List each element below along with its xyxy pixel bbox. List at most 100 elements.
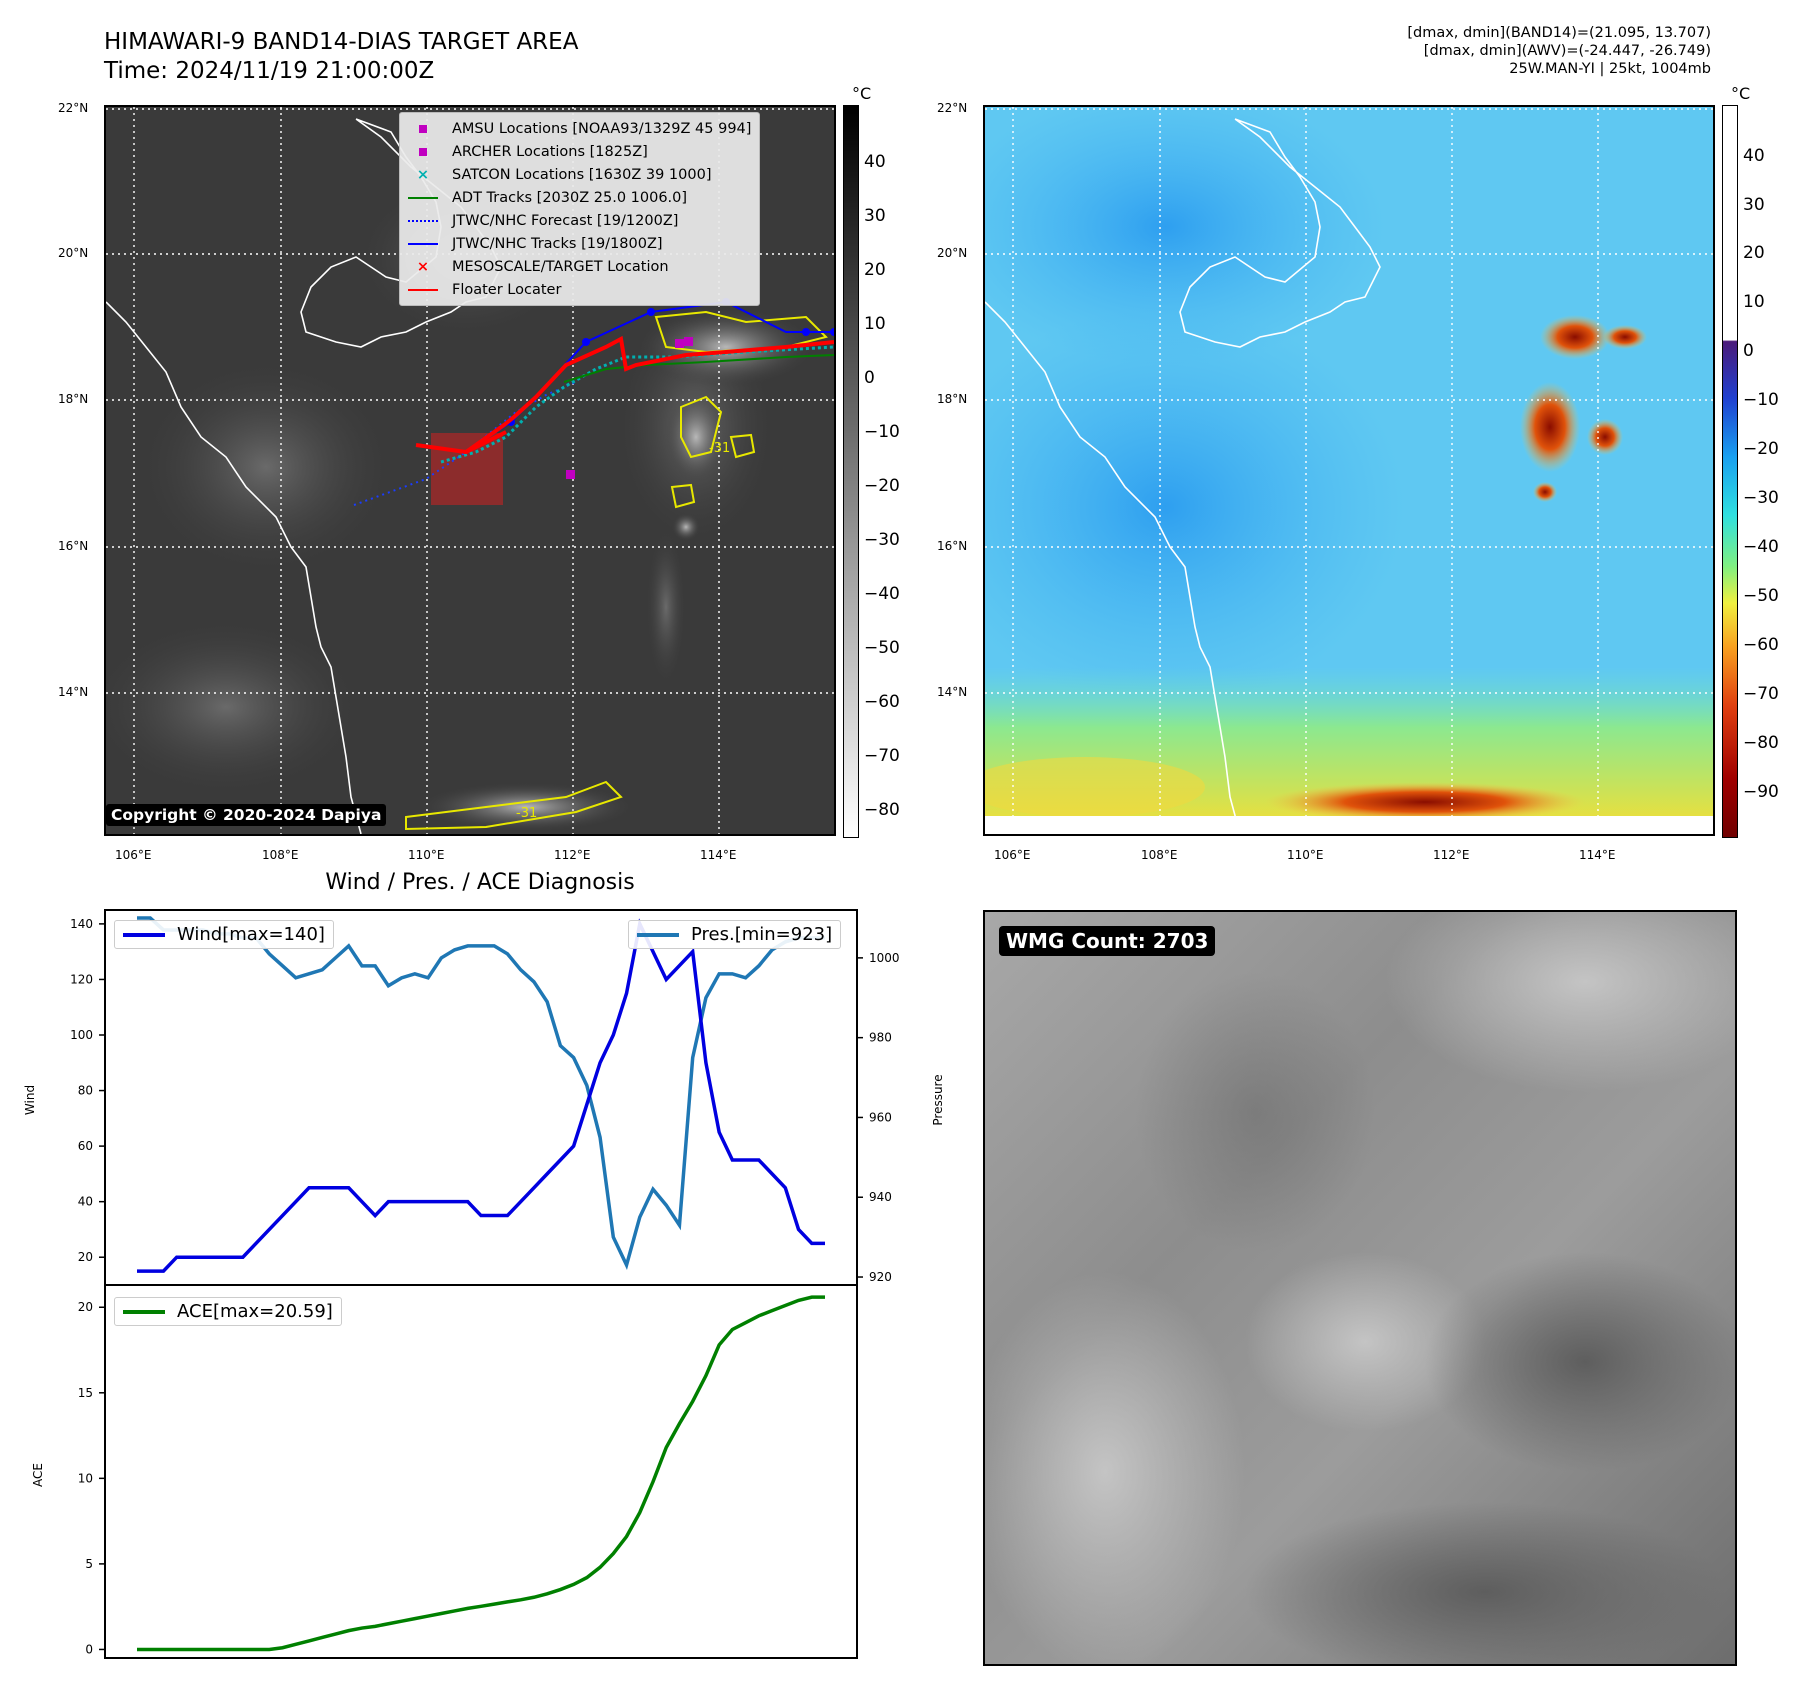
storm-info: 25W.MAN-YI | 25kt, 1004mb bbox=[1509, 61, 1711, 77]
mesoscale-target-box bbox=[431, 433, 503, 505]
wmg-panel: WMG Count: 2703 bbox=[983, 910, 1737, 1666]
legend-item: × SATCON Locations [1630Z 39 1000] bbox=[406, 163, 751, 186]
lon-label: 110°E bbox=[1287, 848, 1324, 862]
lat-label: 14°N bbox=[58, 685, 89, 699]
lat-label: 14°N bbox=[937, 685, 968, 699]
wmg-dark-region bbox=[1245, 1502, 1725, 1664]
pressure-tick-label: 1000 bbox=[869, 951, 900, 965]
figure-title-line2: Time: 2024/11/19 21:00:00Z bbox=[104, 58, 435, 84]
wind-tick-label: 80 bbox=[78, 1084, 93, 1098]
wmg-light-region bbox=[1245, 1252, 1485, 1432]
lat-label: 18°N bbox=[58, 392, 89, 406]
pressure-tick-label: 940 bbox=[869, 1190, 892, 1204]
floater-track bbox=[464, 335, 834, 454]
colorbar-tick: 10 bbox=[864, 314, 886, 334]
wmg-count-badge: WMG Count: 2703 bbox=[999, 926, 1216, 956]
colorbar-tick: −90 bbox=[1743, 782, 1779, 802]
colorbar-tick: −50 bbox=[864, 638, 900, 658]
cloud-haze bbox=[106, 617, 366, 797]
colorbar-tick: −10 bbox=[864, 422, 900, 442]
wmg-image bbox=[985, 912, 1735, 1664]
convective-patch bbox=[1587, 419, 1623, 455]
wind-pressure-plot-frame bbox=[104, 909, 858, 1286]
header-stats: [dmax, dmin](BAND14)=(21.095, 13.707) [d… bbox=[1407, 24, 1711, 78]
cloud-haze bbox=[136, 357, 396, 577]
convective-patch bbox=[1533, 482, 1557, 502]
lat-label: 18°N bbox=[937, 392, 968, 406]
awv-colorbar bbox=[1722, 105, 1738, 838]
ace-tick-label: 5 bbox=[85, 1557, 93, 1571]
ace-line bbox=[137, 1295, 825, 1652]
colorbar-tick: 0 bbox=[1743, 341, 1754, 361]
coastline bbox=[985, 118, 1381, 834]
map-gridlines bbox=[985, 107, 1713, 834]
colorbar-tick: −50 bbox=[1743, 586, 1779, 606]
pressure-legend: Pres.[min=923] bbox=[628, 920, 842, 949]
ace-line-swatch bbox=[123, 1309, 165, 1314]
convective-cloud bbox=[672, 513, 700, 541]
colorbar-tick: −20 bbox=[1743, 439, 1779, 459]
square-marker-icon bbox=[419, 124, 427, 133]
colorbar-tick: −60 bbox=[864, 692, 900, 712]
cold-cloud-contours bbox=[405, 310, 828, 831]
copyright-label: Copyright © 2020-2024 Dapiya bbox=[106, 804, 387, 826]
pressure-axis-ticks: 920 940 960 980 1000 bbox=[857, 951, 900, 1284]
lon-label: 106°E bbox=[994, 848, 1031, 862]
ir-colorbar-unit: °C bbox=[852, 84, 872, 103]
wmg-dark-region bbox=[1135, 972, 1375, 1252]
colorbar-tick: 30 bbox=[864, 206, 886, 226]
wind-tick-label: 120 bbox=[70, 972, 93, 986]
jtwc-track-points bbox=[507, 298, 834, 426]
colorbar-tick: 20 bbox=[1743, 243, 1765, 263]
ir-map-legend: AMSU Locations [NOAA93/1329Z 45 994] ARC… bbox=[399, 112, 761, 306]
colorbar-tick: 30 bbox=[1743, 195, 1765, 215]
colorbar-tick: −80 bbox=[864, 800, 900, 820]
pressure-tick-label: 920 bbox=[869, 1270, 892, 1284]
wind-line-swatch bbox=[123, 932, 165, 937]
ace-tick-label: 10 bbox=[78, 1471, 93, 1485]
ace-plot-frame bbox=[104, 1284, 858, 1659]
ace-axis-label: ACE bbox=[31, 1463, 45, 1487]
legend-item: × MESOSCALE/TARGET Location bbox=[406, 255, 751, 278]
convective-cloud bbox=[416, 782, 636, 832]
ace-legend: ACE[max=20.59] bbox=[114, 1297, 342, 1326]
legend-item: JTWC/NHC Forecast [19/1200Z] bbox=[406, 209, 751, 232]
colorbar-tick: 40 bbox=[864, 152, 886, 172]
lat-label: 16°N bbox=[58, 539, 89, 553]
awv-map-panel bbox=[983, 105, 1715, 836]
ace-tick-label: 15 bbox=[78, 1386, 93, 1400]
colorbar-tick: −80 bbox=[1743, 733, 1779, 753]
wind-tick-label: 40 bbox=[78, 1195, 93, 1209]
moist-patch bbox=[985, 757, 1205, 817]
wind-legend: Wind[max=140] bbox=[114, 920, 334, 949]
convective-patch bbox=[1540, 315, 1610, 359]
cloud-band bbox=[646, 527, 686, 687]
line-marker-icon bbox=[408, 196, 438, 199]
lat-label: 22°N bbox=[937, 101, 968, 115]
lat-label: 22°N bbox=[58, 101, 89, 115]
x-marker-icon: × bbox=[416, 258, 430, 275]
pressure-tick-label: 980 bbox=[869, 1031, 892, 1045]
lon-label: 108°E bbox=[1141, 848, 1178, 862]
legend-item: ARCHER Locations [1825Z] bbox=[406, 140, 751, 163]
contour-label: -31 bbox=[516, 806, 537, 821]
colorbar-tick: −40 bbox=[1743, 537, 1779, 557]
wmg-light-region bbox=[1385, 912, 1735, 1092]
ace-axis-ticks: 0 5 10 15 20 bbox=[78, 1300, 105, 1656]
colorbar-tick: −40 bbox=[864, 584, 900, 604]
contour-label: -31 bbox=[709, 441, 730, 456]
colorbar-tick: −70 bbox=[1743, 684, 1779, 704]
wind-tick-label: 20 bbox=[78, 1250, 93, 1264]
wind-tick-label: 100 bbox=[70, 1028, 93, 1042]
archer-marker bbox=[684, 337, 693, 346]
colorbar-tick: −10 bbox=[1743, 390, 1779, 410]
diagnosis-title: Wind / Pres. / ACE Diagnosis bbox=[325, 870, 635, 895]
colorbar-tick: −70 bbox=[864, 746, 900, 766]
lon-label: 108°E bbox=[262, 848, 299, 862]
floater-track bbox=[415, 430, 507, 455]
lon-label: 106°E bbox=[115, 848, 152, 862]
lon-label: 110°E bbox=[408, 848, 445, 862]
lat-label: 20°N bbox=[58, 246, 89, 260]
wind-tick-label: 60 bbox=[78, 1139, 93, 1153]
